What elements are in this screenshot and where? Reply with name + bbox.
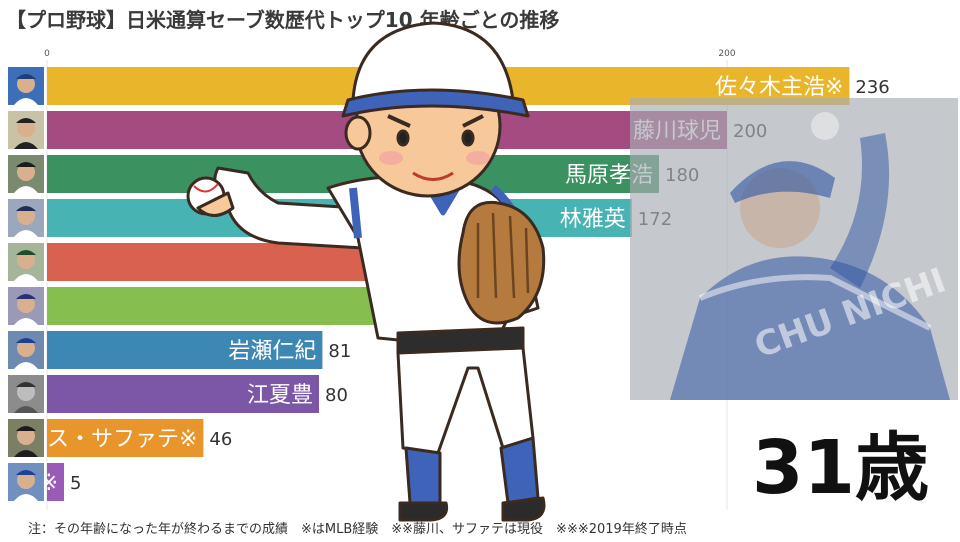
x-tick-label-1: 200: [718, 49, 735, 59]
bar-value-7: 81: [328, 341, 351, 362]
player-thumb-6: [8, 287, 44, 325]
age-counter: 31歳: [752, 425, 929, 511]
bar-label-9: ス・サファテ※: [47, 427, 197, 452]
player-thumb-9: [8, 419, 44, 457]
player-thumb-3: [8, 155, 44, 193]
footnote: 注：その年齢になった年が終わるまでの成績 ※はMLB経験 ※※藤川、サファテは現…: [28, 522, 687, 537]
bar-label-8: 江夏豊: [247, 383, 313, 408]
bar-5: [47, 243, 407, 281]
bar-label-4: 林雅英: [560, 207, 626, 232]
player-thumb-8: [8, 375, 44, 413]
bar-label-7: 岩瀬仁紀: [228, 339, 316, 364]
bar-value-10: 5: [70, 473, 81, 494]
chart-title: 【プロ野球】日米通算セーブ数歴代トップ10 年齢ごとの推移: [6, 8, 560, 32]
bar-6: [47, 287, 427, 325]
bar-8: [47, 375, 319, 413]
pitcher-mascot-illustration: [178, 8, 600, 538]
bar-7: [47, 331, 323, 369]
bar-value-9: 46: [209, 429, 232, 450]
bar-label-10: ※: [40, 471, 58, 496]
player-thumb-10: [8, 463, 44, 501]
player-thumb-2: [8, 111, 44, 149]
bar-value-8: 80: [325, 385, 348, 406]
x-tick-label-0: 0: [44, 49, 50, 59]
bar-9: [47, 419, 204, 457]
bar-value-1: 236: [855, 77, 889, 98]
player-thumb-5: [8, 243, 44, 281]
player-thumb-7: [8, 331, 44, 369]
player-photo: CHU NICHI: [630, 98, 958, 400]
player-thumb-1: [8, 67, 44, 105]
player-thumb-4: [8, 199, 44, 237]
bar-label-1: 佐々木主浩※: [715, 75, 843, 100]
bar-10: [47, 463, 64, 501]
